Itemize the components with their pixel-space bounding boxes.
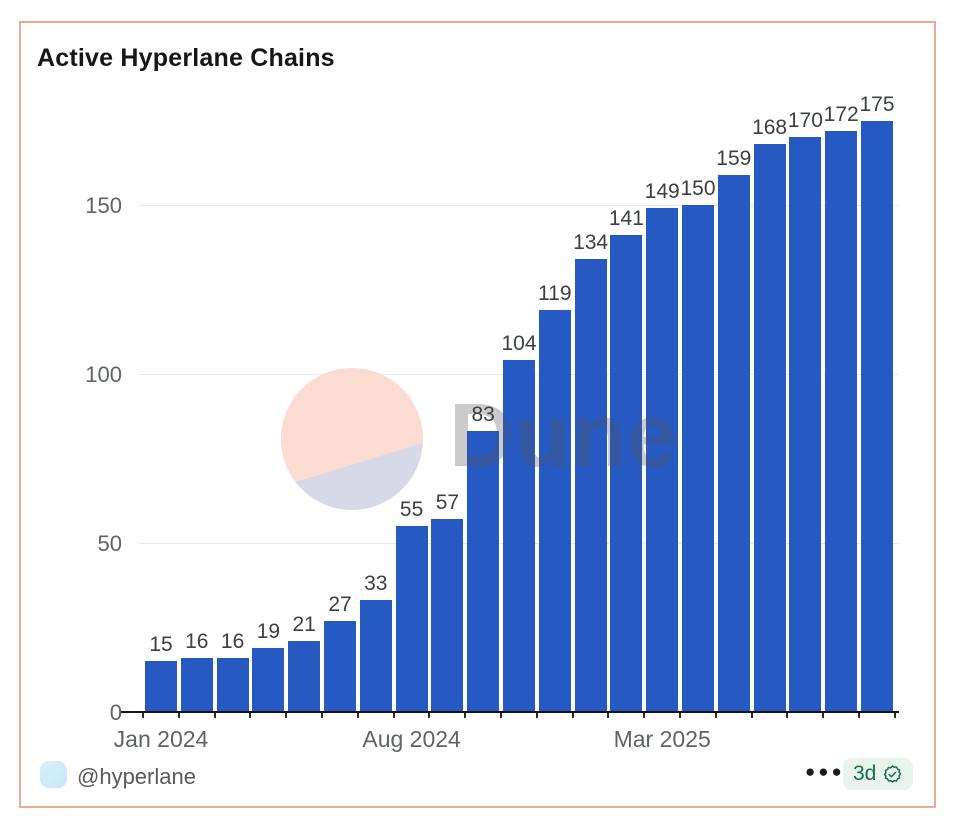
x-axis-tick xyxy=(858,713,860,718)
bar-value-label: 119 xyxy=(538,281,572,305)
card-footer: @hyperlane ●●● 3d xyxy=(21,758,934,792)
x-axis-tick xyxy=(822,713,825,718)
hyperlane-avatar[interactable] xyxy=(40,761,67,788)
y-axis-tick-label: 50 xyxy=(97,531,122,556)
y-axis-tick-label: 100 xyxy=(85,362,122,387)
bar-month-18[interactable] xyxy=(789,137,822,711)
freshness-badge[interactable]: 3d xyxy=(843,758,914,790)
bar-value-label: 55 xyxy=(399,498,424,522)
x-axis-tick xyxy=(786,713,789,718)
x-axis-tick xyxy=(464,713,467,718)
bar-month-10[interactable] xyxy=(503,360,535,711)
bar-value-label: 16 xyxy=(220,629,245,653)
bar-value-label: 19 xyxy=(256,619,281,643)
dune-logo-watermark xyxy=(281,368,423,510)
bar-value-label: 16 xyxy=(185,629,209,653)
bar-month-3[interactable] xyxy=(252,647,285,711)
y-gridline xyxy=(139,205,899,206)
freshness-badge-label: 3d xyxy=(853,762,877,785)
x-axis-tick xyxy=(249,713,252,718)
chart-title: Active Hyperlane Chains xyxy=(37,44,335,72)
bar-value-label: 172 xyxy=(823,102,859,126)
x-axis-tick xyxy=(213,713,216,718)
verified-seal-icon xyxy=(882,764,903,785)
x-axis-tick xyxy=(142,713,144,718)
dune-logo-top-half xyxy=(281,368,423,488)
bar-value-label: 175 xyxy=(859,92,895,116)
x-axis-tick xyxy=(356,713,359,718)
bar-month-20[interactable] xyxy=(861,120,893,711)
bar-value-label: 27 xyxy=(328,592,352,616)
x-axis-tick xyxy=(643,713,646,718)
y-axis-tick-label: 150 xyxy=(85,193,122,218)
bar-value-label: 170 xyxy=(787,109,823,133)
bar-month-8[interactable] xyxy=(431,519,464,711)
bar-month-1[interactable] xyxy=(180,657,213,711)
x-axis-tick xyxy=(321,713,323,718)
bar-month-9[interactable] xyxy=(467,431,500,711)
bar-month-11[interactable] xyxy=(538,309,571,711)
bar-value-label: 134 xyxy=(573,231,609,255)
bar-month-0[interactable] xyxy=(145,661,177,711)
x-axis-tick-label: Mar 2025 xyxy=(613,726,711,752)
author-handle[interactable]: @hyperlane xyxy=(77,764,196,789)
x-axis-line xyxy=(121,711,899,713)
bar-value-label: 104 xyxy=(501,332,537,356)
bar-month-13[interactable] xyxy=(610,235,643,711)
bar-value-label: 159 xyxy=(716,146,752,170)
bar-month-7[interactable] xyxy=(395,526,428,711)
bar-value-label: 149 xyxy=(644,180,680,204)
more-options-button[interactable]: ●●● xyxy=(805,762,845,781)
bar-value-label: 57 xyxy=(435,491,460,515)
bar-month-15[interactable] xyxy=(682,205,714,711)
x-axis-tick xyxy=(679,713,681,718)
bar-month-4[interactable] xyxy=(288,641,321,711)
x-axis-tick xyxy=(285,713,288,718)
x-axis-tick xyxy=(500,713,502,718)
bar-month-19[interactable] xyxy=(825,130,858,711)
bar-month-16[interactable] xyxy=(717,174,750,711)
bar-month-14[interactable] xyxy=(646,208,679,711)
bar-chart: Dune 0 50 100 150 15 16 16 19 21 27 33 55 57 83 104 119… xyxy=(21,23,934,806)
bar-value-label: 150 xyxy=(680,177,716,200)
x-axis-tick xyxy=(571,713,574,718)
x-axis-tick xyxy=(392,713,395,718)
x-axis-tick-label: Jan 2024 xyxy=(113,726,209,752)
x-axis-tick xyxy=(714,713,717,718)
bar-value-label: 21 xyxy=(292,613,316,637)
bar-month-6[interactable] xyxy=(359,600,392,711)
bar-month-12[interactable] xyxy=(574,259,607,711)
x-axis-tick xyxy=(177,713,180,718)
x-axis-tick-label: Aug 2024 xyxy=(362,726,461,752)
x-axis-tick xyxy=(607,713,610,718)
bar-month-2[interactable] xyxy=(216,657,249,711)
x-axis-tick xyxy=(428,713,431,718)
x-axis-tick xyxy=(535,713,538,718)
chart-card: Active Hyperlane Chains Dune 0 50 100 150 15… xyxy=(19,21,936,808)
bar-month-17[interactable] xyxy=(753,144,786,711)
bar-value-label: 33 xyxy=(364,572,388,596)
x-axis-tick xyxy=(893,713,896,718)
bar-value-label: 168 xyxy=(752,116,788,140)
bar-month-5[interactable] xyxy=(324,620,356,711)
y-axis-tick-label: 0 xyxy=(109,700,122,725)
bar-value-label: 15 xyxy=(149,633,173,657)
x-axis-tick xyxy=(750,713,753,718)
bar-value-label: 83 xyxy=(471,403,495,427)
bar-value-label: 141 xyxy=(608,207,644,231)
